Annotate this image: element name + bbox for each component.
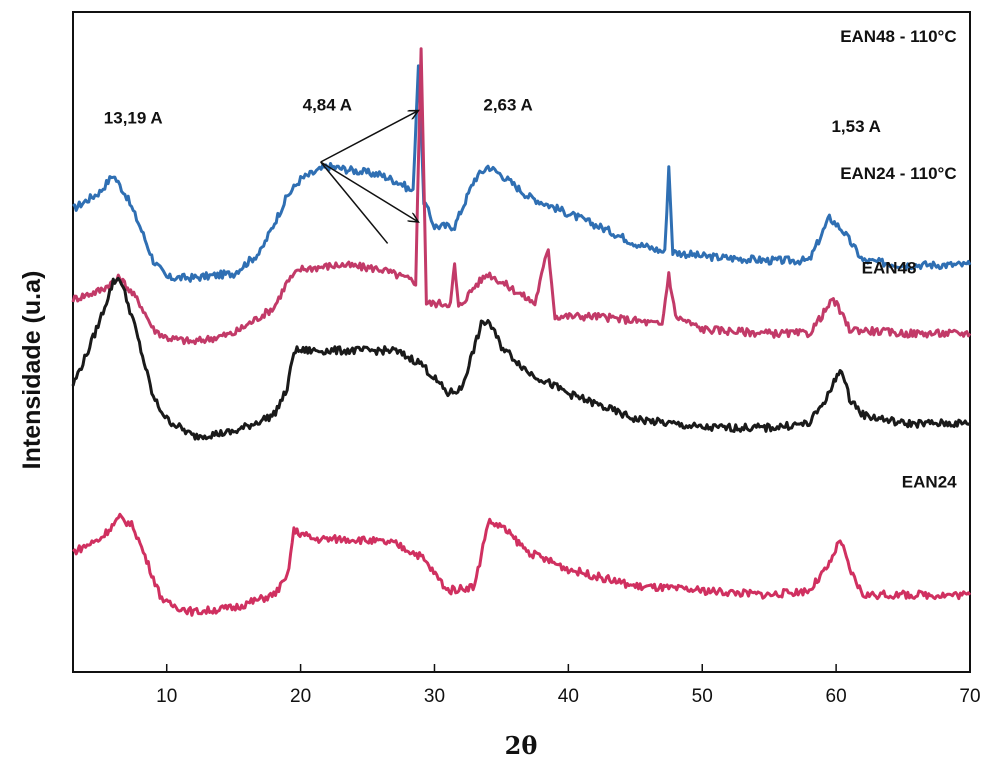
y-axis-title: Intensidade (u.a) [18,271,46,470]
arrow-0 [320,161,389,244]
x-tick-label-70: 70 [959,686,980,707]
annotation-3: 1,53 A [831,117,880,136]
series-line-3 [72,512,972,617]
x-tick-label-60: 60 [826,686,847,707]
series-line-0 [72,64,972,283]
diffraction-curves [71,47,972,617]
x-tick-label-20: 20 [290,686,311,707]
x-axis-title: 2θ [505,731,538,760]
peak-arrows [320,111,419,244]
series-label-1: EAN24 - 110°C [840,164,956,183]
annotation-1: 4,84 A [303,96,352,115]
annotation-0: 13,19 A [104,108,163,127]
series-labels: EAN48 - 110°C EAN24 - 110°C EAN48 EAN24 [840,27,957,492]
series-line-2 [71,276,971,441]
series-label-2: EAN48 [862,258,917,277]
d-spacing-annotations: 13,19 A 4,84 A 2,63 A 1,53 A [104,96,881,136]
x-tick-label-50: 50 [692,686,713,707]
x-tick-label-40: 40 [558,686,579,707]
arrow-1 [320,111,419,163]
x-axis: 10 20 30 40 50 60 70 [156,664,981,707]
x-tick-label-10: 10 [156,686,177,707]
series-label-0: EAN48 - 110°C [840,27,956,46]
arrow-2 [320,161,419,222]
series-label-3: EAN24 [902,473,957,492]
annotation-2: 2,63 A [483,96,532,115]
plot-frame [72,11,971,673]
x-tick-label-30: 30 [424,686,445,707]
series-line-1 [71,47,972,346]
